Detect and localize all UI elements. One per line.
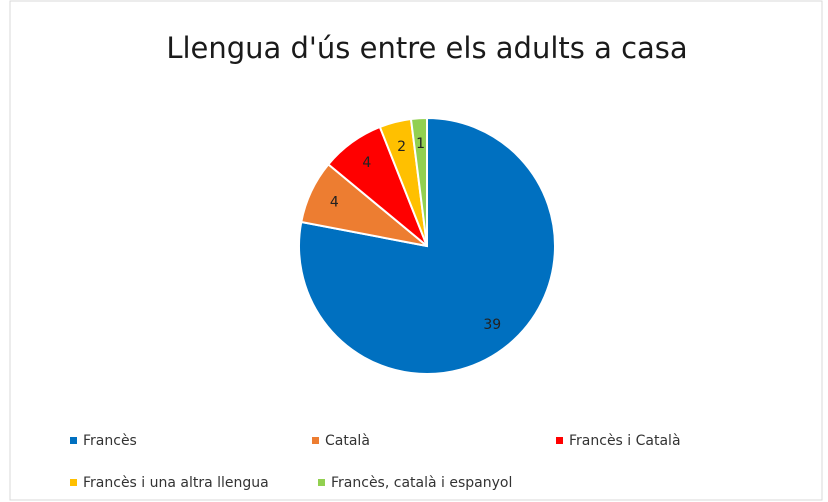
legend-label: Francès bbox=[83, 433, 137, 449]
chart-title: Llengua d'ús entre els adults a casa bbox=[166, 31, 687, 65]
data-label: 39 bbox=[483, 317, 501, 333]
legend-marker bbox=[556, 437, 563, 444]
data-label: 4 bbox=[362, 155, 371, 171]
legend-label: Català bbox=[325, 433, 370, 449]
data-label: 2 bbox=[397, 139, 406, 155]
legend-marker bbox=[70, 479, 77, 486]
legend-label: Francès i Català bbox=[569, 433, 681, 449]
data-label: 1 bbox=[416, 136, 425, 152]
legend-marker bbox=[312, 437, 319, 444]
legend-label: Francès i una altra llengua bbox=[83, 475, 269, 491]
data-label: 4 bbox=[330, 194, 339, 210]
pie-slice bbox=[409, 116, 428, 247]
legend-marker bbox=[318, 479, 325, 486]
legend-marker bbox=[70, 437, 77, 444]
legend-label: Francès, català i espanyol bbox=[331, 475, 512, 491]
